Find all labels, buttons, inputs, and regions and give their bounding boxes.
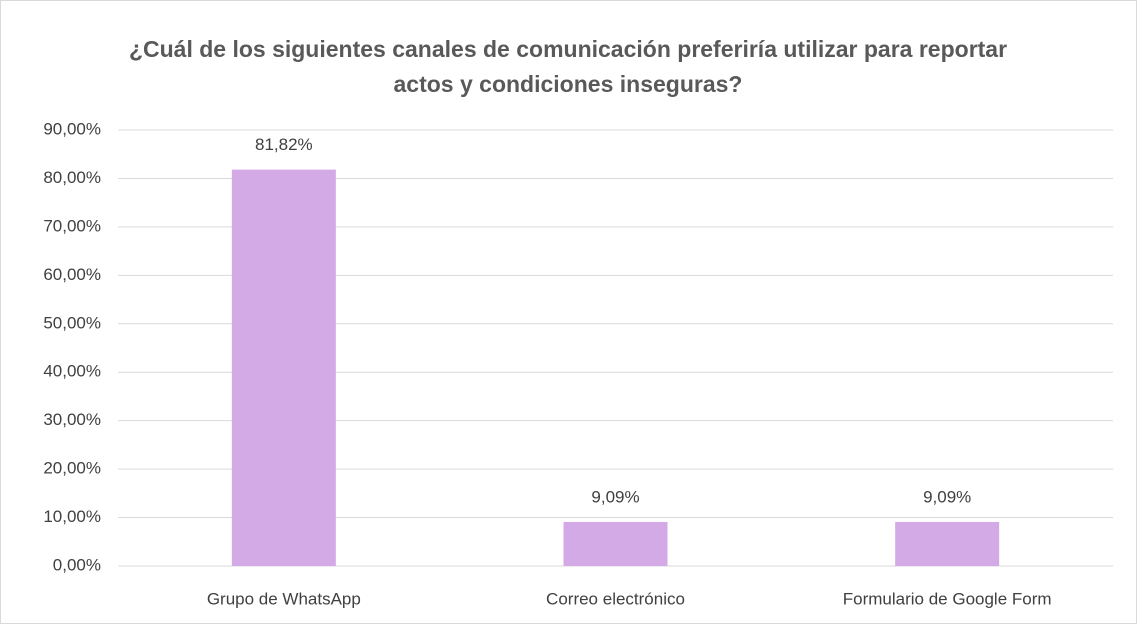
- chart-title: ¿Cuál de los siguientes canales de comun…: [128, 36, 1008, 97]
- bar: [231, 169, 336, 566]
- y-tick-label: 30,00%: [43, 410, 101, 429]
- x-tick-label: Grupo de WhatsApp: [207, 589, 361, 608]
- y-tick-label: 60,00%: [43, 265, 101, 284]
- data-label: 9,09%: [591, 487, 639, 506]
- data-label: 81,82%: [255, 135, 313, 154]
- x-tick-label: Correo electrónico: [546, 589, 685, 608]
- y-tick-label: 90,00%: [43, 119, 101, 138]
- y-tick-label: 70,00%: [43, 216, 101, 235]
- bar: [895, 521, 1000, 566]
- y-tick-label: 0,00%: [53, 555, 101, 574]
- x-tick-label: Formulario de Google Form: [843, 589, 1052, 608]
- y-tick-label: 40,00%: [43, 362, 101, 381]
- bar: [563, 521, 668, 566]
- y-tick-label: 20,00%: [43, 459, 101, 478]
- y-tick-label: 80,00%: [43, 168, 101, 187]
- y-tick-label: 10,00%: [43, 507, 101, 526]
- data-label: 9,09%: [923, 487, 971, 506]
- y-tick-label: 50,00%: [43, 313, 101, 332]
